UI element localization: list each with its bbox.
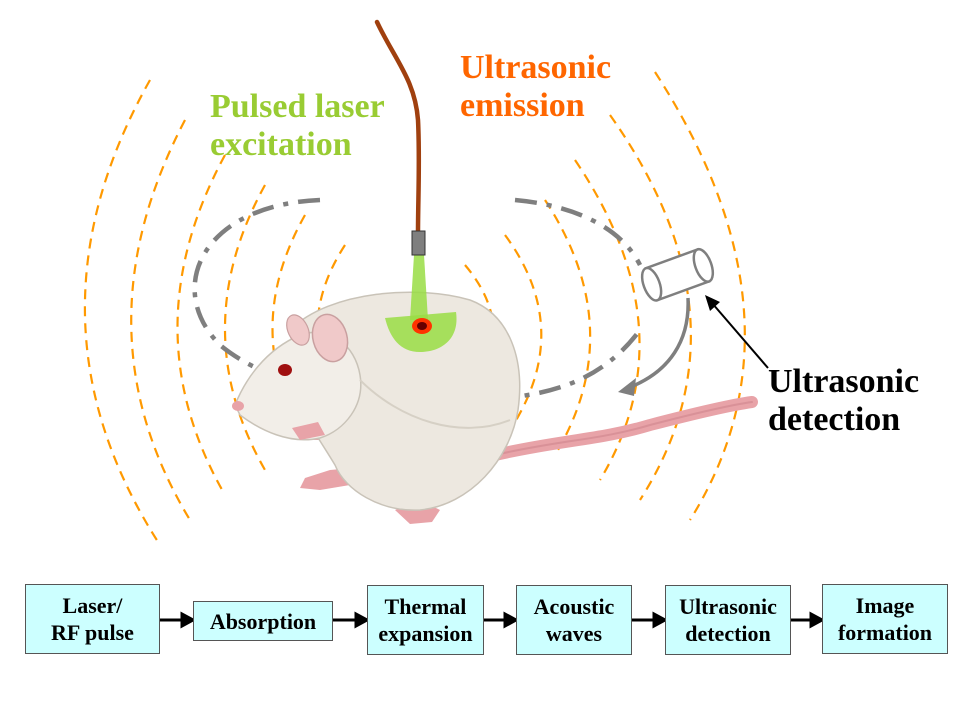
flow-step-text: RF pulse [51, 620, 134, 645]
laser-excitation-label: Pulsed laser excitation [210, 88, 385, 164]
wavefront-left-4 [176, 154, 226, 496]
emission-label-line-1: Ultrasonic [460, 49, 612, 86]
detection-label-line-1: Ultrasonic [768, 363, 920, 400]
ultrasonic-emission-label: Ultrasonic emission [460, 49, 611, 125]
flow-step-image-formation: Image formation [822, 584, 948, 654]
flow-step-text: waves [545, 621, 603, 646]
absorber-target [412, 318, 432, 334]
flow-step-text: expansion [378, 621, 473, 646]
optical-fiber-icon [374, 19, 422, 235]
wavefront-right-6 [654, 71, 746, 521]
flow-step-text: Acoustic [533, 594, 615, 619]
flow-step-text: Ultrasonic [679, 594, 777, 619]
flow-arrows [160, 611, 826, 629]
scan-direction-arrow [618, 297, 690, 396]
flow-step-thermal-expansion: Thermal expansion [367, 585, 484, 655]
flow-step-absorption: Absorption [193, 601, 333, 641]
rat-icon [232, 291, 521, 524]
laser-beam [410, 255, 428, 320]
detection-label-line-2: detection [768, 401, 901, 438]
ultrasonic-detection-label: Ultrasonic detection [768, 363, 919, 439]
flow-step-laser-rf-pulse: Laser/ RF pulse [25, 584, 160, 654]
scan-path-right [514, 197, 643, 267]
flow-step-acoustic-waves: Acoustic waves [516, 585, 632, 655]
flow-step-ultrasonic-detection: Ultrasonic detection [665, 585, 791, 655]
detection-pointer-arrow [705, 295, 769, 369]
wavefront-left-6 [83, 79, 161, 546]
wavefront-left-5 [130, 119, 191, 521]
flow-step-text: detection [685, 621, 771, 646]
fiber-ferrule [411, 230, 426, 256]
laser-label-line-2: excitation [210, 126, 352, 163]
wavefront-right-3 [544, 199, 592, 456]
flow-step-text: Thermal [384, 594, 467, 619]
flow-step-text: Laser/ [62, 593, 123, 618]
wavefront-right-2 [504, 234, 543, 431]
flow-step-text: Absorption [209, 608, 317, 634]
photoacoustic-scene [83, 19, 769, 546]
emission-label-line-2: emission [460, 87, 585, 124]
transducer-icon [640, 247, 715, 302]
laser-label-line-1: Pulsed laser [210, 88, 385, 125]
flow-step-text: Image [855, 593, 915, 618]
wavefront-left-3 [223, 184, 266, 471]
wavefront-right-5 [609, 114, 692, 501]
scanning-path [192, 197, 643, 405]
wavefront-right-4 [574, 159, 641, 481]
flow-step-text: formation [837, 620, 933, 645]
